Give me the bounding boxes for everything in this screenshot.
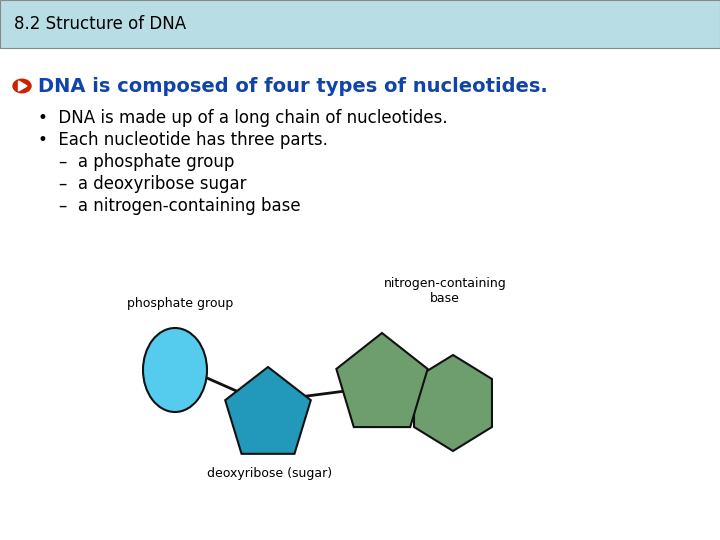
Text: 8.2 Structure of DNA: 8.2 Structure of DNA bbox=[14, 15, 186, 33]
FancyBboxPatch shape bbox=[0, 0, 720, 48]
Text: –  a phosphate group: – a phosphate group bbox=[38, 153, 235, 171]
Polygon shape bbox=[414, 355, 492, 451]
Text: –  a deoxyribose sugar: – a deoxyribose sugar bbox=[38, 175, 246, 193]
Polygon shape bbox=[336, 333, 428, 427]
Text: –  a nitrogen-containing base: – a nitrogen-containing base bbox=[38, 197, 301, 215]
Ellipse shape bbox=[143, 328, 207, 412]
Circle shape bbox=[13, 79, 31, 93]
Polygon shape bbox=[19, 81, 27, 91]
Text: •  DNA is made up of a long chain of nucleotides.: • DNA is made up of a long chain of nucl… bbox=[38, 109, 448, 127]
Text: phosphate group: phosphate group bbox=[127, 297, 233, 310]
Text: •  Each nucleotide has three parts.: • Each nucleotide has three parts. bbox=[38, 131, 328, 149]
Text: DNA is composed of four types of nucleotides.: DNA is composed of four types of nucleot… bbox=[38, 77, 548, 96]
Polygon shape bbox=[225, 367, 311, 454]
Text: nitrogen-containing
base: nitrogen-containing base bbox=[384, 277, 506, 305]
Text: deoxyribose (sugar): deoxyribose (sugar) bbox=[207, 467, 333, 480]
